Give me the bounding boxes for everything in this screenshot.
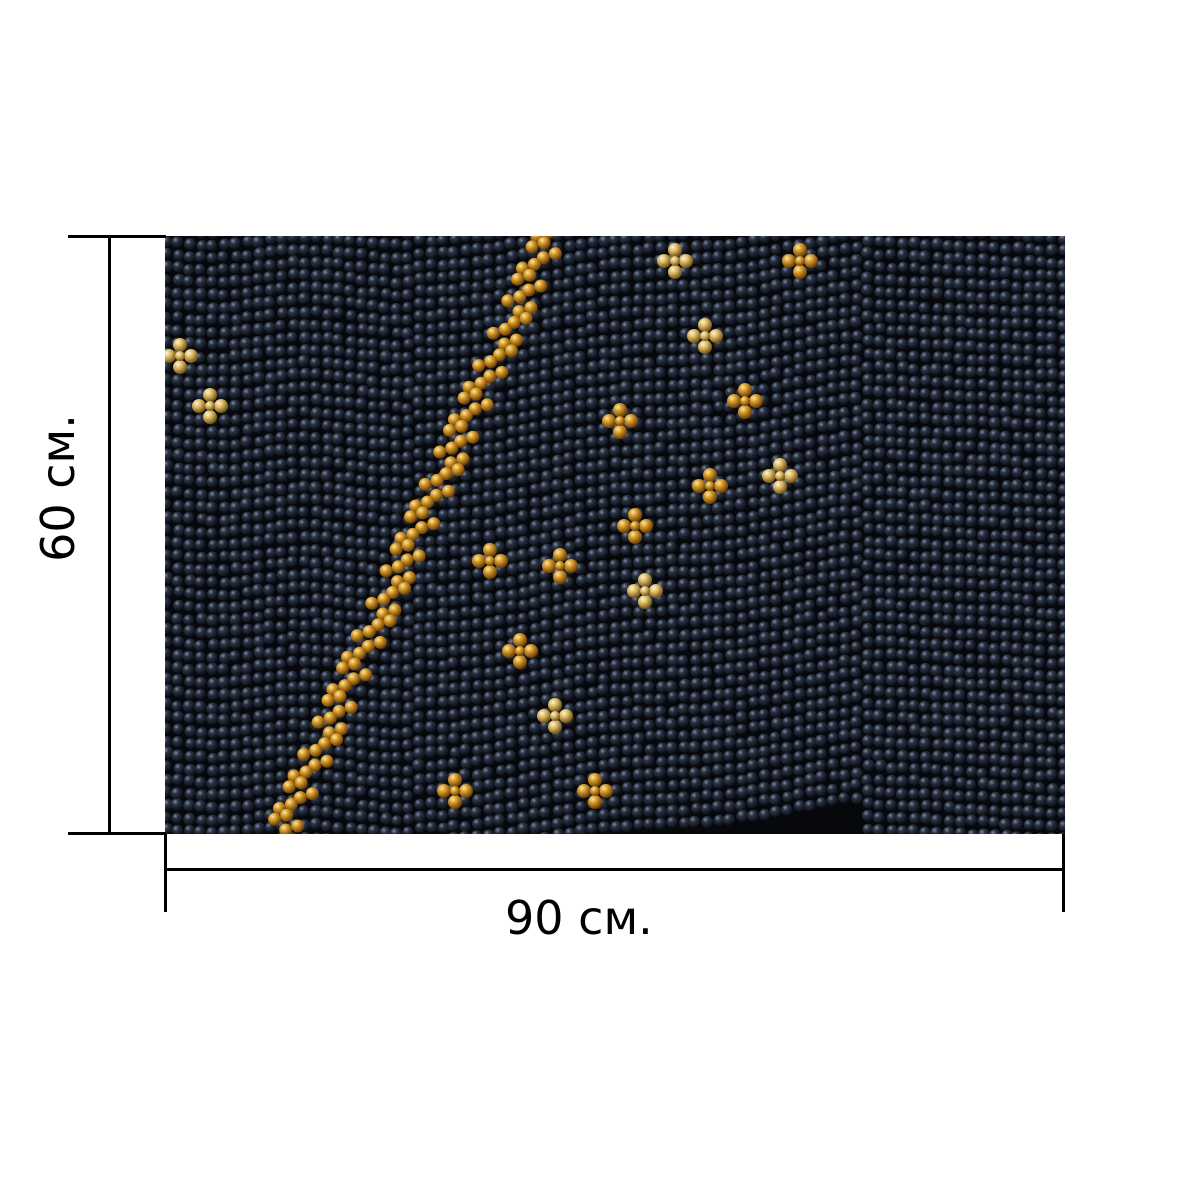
beadwork-pattern <box>165 236 1065 834</box>
width-right-tick <box>1062 834 1065 912</box>
height-bottom-tick <box>68 832 166 835</box>
height-top-tick <box>68 235 166 238</box>
height-label: 60 см. <box>31 414 85 562</box>
width-dimension-line <box>165 868 1065 871</box>
width-label: 90 см. <box>505 891 653 945</box>
height-dimension-line <box>108 236 111 834</box>
gold-beads <box>165 236 818 834</box>
dark-beads <box>165 236 1065 834</box>
width-left-tick <box>164 834 167 912</box>
product-photo <box>165 236 1065 834</box>
